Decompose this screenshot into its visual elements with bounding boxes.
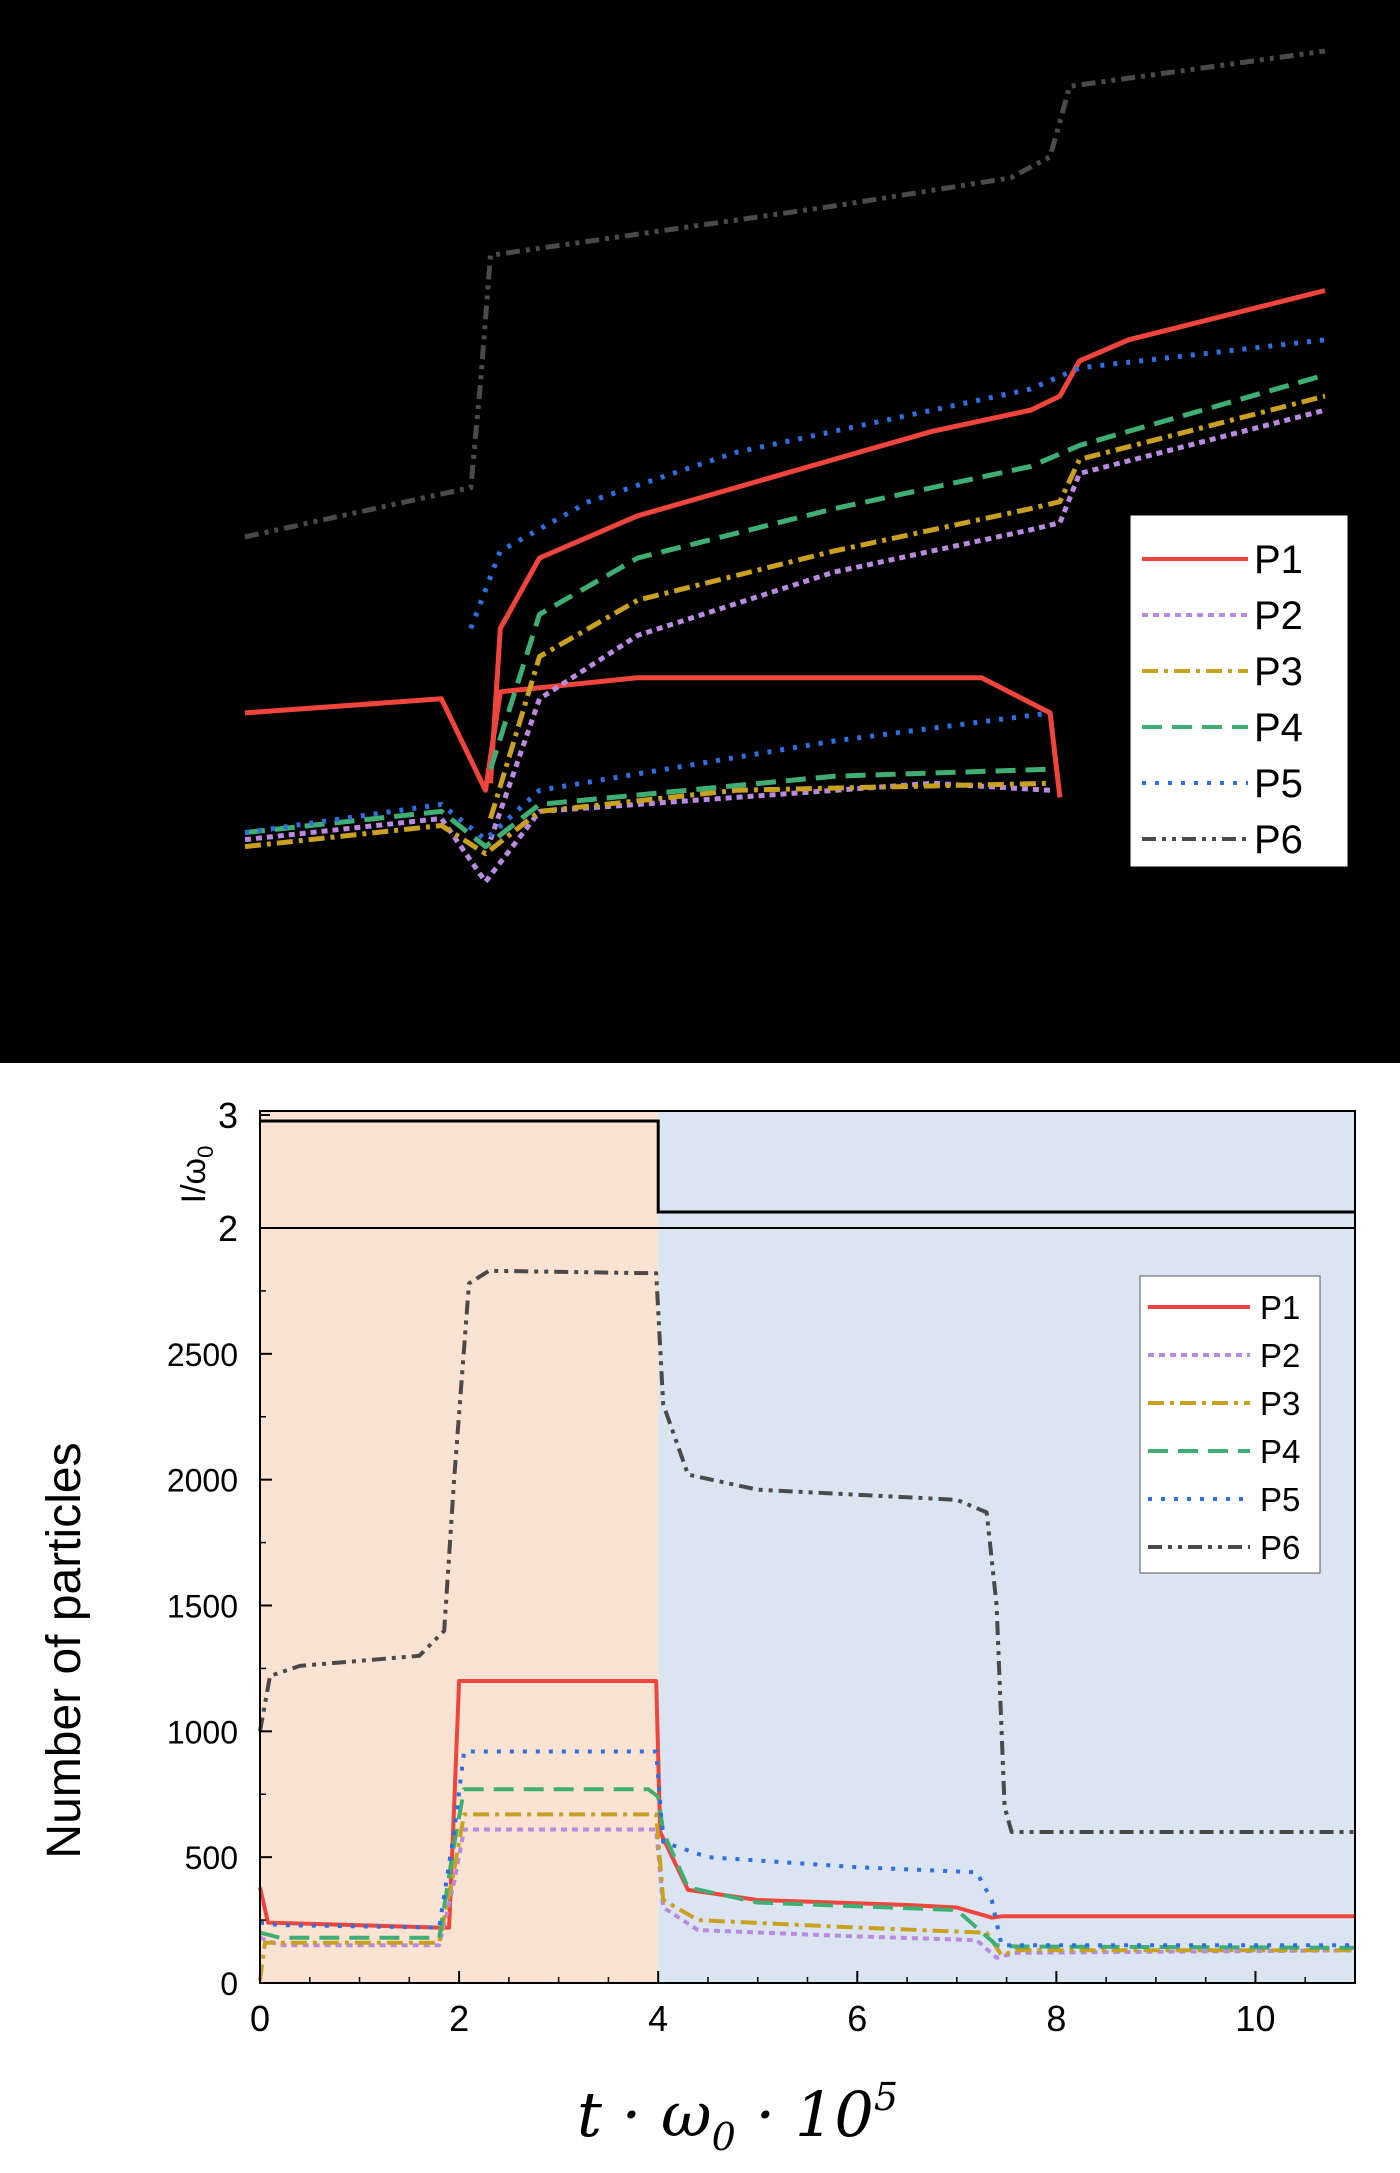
xtick-label-6: 6 <box>847 1998 867 2039</box>
top-series-p1-line-1 <box>488 288 1326 784</box>
bottom-series-p5 <box>259 1749 1355 1948</box>
x-axis-title: t · ω0 · 105 <box>577 2075 898 2159</box>
top-series-p2-line-0 <box>244 780 1051 885</box>
xtick-label-8: 8 <box>1046 1998 1066 2039</box>
strip-ytick-label-3: 3 <box>218 1095 238 1136</box>
ytick-label-500: 500 <box>185 1840 238 1876</box>
bottom-legend-box <box>1139 1275 1321 1574</box>
top-series-p2-line-1 <box>488 407 1326 841</box>
region-before <box>260 1111 659 1983</box>
bottom-series-p2 <box>259 1827 1356 1960</box>
top-legend-label-p5: P5 <box>1254 762 1303 806</box>
top-legend-box <box>1129 514 1349 868</box>
bottom-series-p3 <box>258 1812 1355 1981</box>
bottom-legend: P1 P2 P3 P4 P5 P6 <box>1139 1275 1321 1574</box>
bottom-legend-label-p2: P2 <box>1260 1337 1300 1374</box>
bottom-legend-label-p1: P1 <box>1260 1289 1300 1326</box>
xtick-label-4: 4 <box>648 1998 668 2039</box>
ytick-label-2500: 2500 <box>167 1337 238 1373</box>
ytick-label-1500: 1500 <box>167 1589 238 1625</box>
top-series-p1-line-0 <box>244 675 1063 798</box>
xtick-label-0: 0 <box>250 1998 270 2039</box>
top-series-p3-line-0 <box>244 780 1051 857</box>
top-legend: P1 P2 P3 P4 P5 P6 <box>1129 514 1349 868</box>
top-legend-label-p1: P1 <box>1254 538 1303 582</box>
top-legend-label-p3: P3 <box>1254 650 1303 694</box>
bottom-series-lines <box>258 1268 1356 1981</box>
ytick-label-0: 0 <box>220 1966 238 2002</box>
bottom-series-p6 <box>258 1268 1355 1834</box>
top-series-lines <box>244 48 1326 885</box>
ytick-label-1000: 1000 <box>167 1714 238 1750</box>
bottom-legend-label-p5: P5 <box>1260 1481 1300 1518</box>
bottom-chart: 32I/ω00 2 4 6 8 1005001000150020002500Number … <box>38 1095 1356 2159</box>
top-series-p4-line-0 <box>244 766 1051 850</box>
xtick-label-2: 2 <box>449 1998 469 2039</box>
top-series-p3-line-1 <box>488 393 1326 820</box>
top-legend-label-p6: P6 <box>1254 818 1303 862</box>
top-chart-panel: P1 P2 P3 P4 P5 P6 <box>0 0 1400 1063</box>
top-legend-label-p2: P2 <box>1254 594 1303 638</box>
intensity-step-line <box>260 1119 1355 1214</box>
strip-ylabel: I/ω0 <box>175 1146 218 1204</box>
bottom-legend-label-p6: P6 <box>1260 1529 1300 1566</box>
y-axis-title: Number of particles <box>38 1442 91 1858</box>
xtick-label-10: 10 <box>1235 1998 1275 2039</box>
strip-ytick-label-2: 2 <box>218 1208 238 1249</box>
bottom-legend-label-p3: P3 <box>1260 1385 1300 1422</box>
top-series-p6-line-0 <box>244 48 1326 540</box>
top-series-p4-line-1 <box>488 372 1326 770</box>
bottom-legend-label-p4: P4 <box>1260 1433 1300 1470</box>
ytick-label-2000: 2000 <box>167 1463 238 1499</box>
bottom-chart-panel: 3 2 I/ω0 0 2 4 6 8 10 0 500 1000 1500 2000 2500 Number … <box>0 1063 1400 2173</box>
top-legend-label-p4: P4 <box>1254 706 1303 750</box>
top-chart: P1 P2 P3 P4 P5 P6 <box>244 48 1349 885</box>
